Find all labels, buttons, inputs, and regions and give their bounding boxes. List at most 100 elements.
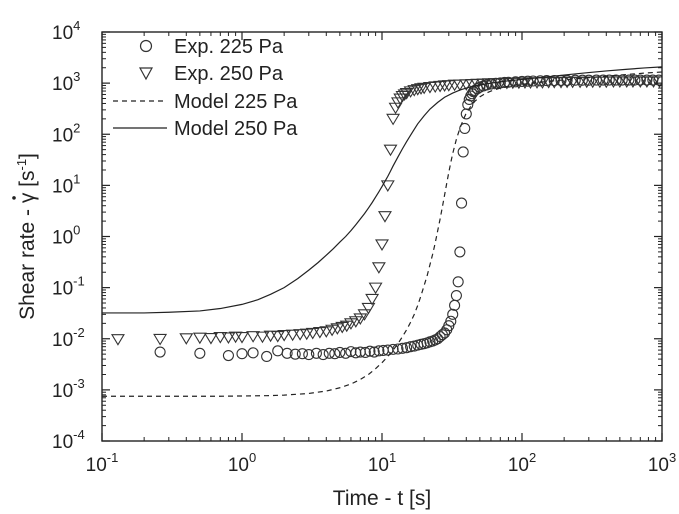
data-point [235, 331, 249, 344]
series-4 [102, 66, 662, 314]
data-point [569, 74, 581, 86]
data-point [368, 282, 383, 295]
data-point [334, 346, 346, 358]
data-point [457, 146, 469, 158]
data-point [247, 347, 259, 359]
data-point [153, 333, 168, 346]
data-point [368, 346, 380, 358]
y-tick-label: 103 [52, 69, 80, 95]
data-point [299, 328, 314, 341]
data-point [629, 74, 641, 86]
x-tick-label: 101 [368, 450, 396, 476]
data-point [373, 345, 385, 357]
data-point [281, 347, 293, 359]
data-point [452, 276, 464, 288]
svg-text:Shear rate - γ [s-1]: Shear rate - γ [s-1] [14, 153, 39, 320]
data-point [493, 78, 508, 90]
legend-label-model250: Model 250 Pa [174, 118, 298, 140]
data-point [547, 76, 562, 89]
data-point [399, 87, 414, 100]
data-point [263, 330, 278, 343]
data-point [414, 83, 428, 95]
data-point [194, 347, 206, 359]
data-point [305, 327, 320, 340]
y-tick-label: 10-2 [52, 325, 85, 351]
data-point [371, 262, 386, 274]
y-tick-label: 10-4 [52, 427, 85, 453]
data-point [585, 76, 600, 89]
data-point [454, 246, 466, 258]
data-point [335, 321, 350, 334]
data-point [449, 299, 461, 311]
data-point [222, 349, 234, 362]
data-point [285, 329, 300, 342]
series-line [102, 66, 662, 314]
data-point [357, 309, 372, 321]
y-tick-label: 10-1 [52, 274, 85, 300]
data-point [410, 84, 425, 96]
data-point [310, 347, 322, 359]
data-point [192, 332, 207, 345]
data-point [312, 327, 327, 339]
data-point [597, 74, 609, 86]
data-point [365, 293, 380, 306]
data-point [293, 329, 308, 341]
data-point [407, 85, 422, 97]
y-tick-label: 104 [52, 18, 80, 44]
gamma-dot-mark [12, 196, 16, 200]
x-axis-title: Time - t [s] [333, 487, 431, 510]
data-point [261, 350, 273, 363]
data-point [599, 76, 614, 89]
data-point [329, 348, 341, 360]
data-point [323, 347, 335, 359]
data-point [403, 86, 418, 98]
data-point [236, 348, 248, 360]
y-tick-label: 101 [52, 171, 80, 197]
y-tick-label: 10-3 [52, 376, 85, 402]
data-point [377, 211, 392, 223]
legend-label-exp250: Exp. 250 Pa [174, 63, 284, 85]
series-layer [102, 66, 662, 397]
data-point [396, 342, 409, 354]
data-point [405, 341, 417, 353]
legend-marker-exp250 [138, 67, 154, 81]
x-tick-label: 10-1 [86, 450, 119, 476]
data-point [289, 348, 301, 360]
x-tick-label: 103 [648, 450, 676, 476]
data-point [375, 239, 389, 251]
data-point [455, 197, 468, 209]
data-point [393, 93, 408, 106]
data-point [397, 89, 412, 102]
data-point [641, 74, 653, 86]
data-point [359, 346, 371, 358]
data-point [255, 331, 270, 344]
data-point [612, 76, 627, 88]
data-point [401, 342, 413, 354]
data-point [203, 333, 218, 345]
data-point [383, 144, 398, 157]
series-2 [110, 76, 662, 346]
legend-label-model225: Model 225 Pa [174, 91, 298, 113]
data-point [296, 348, 308, 360]
series-line [102, 71, 662, 397]
data-point [573, 76, 588, 89]
data-point [277, 330, 292, 342]
data-point [392, 343, 404, 355]
data-point [272, 345, 284, 357]
data-point [447, 308, 459, 320]
data-point [634, 74, 646, 86]
legend: Exp. 225 Pa Exp. 250 Pa Model 225 Pa Mod… [113, 36, 298, 140]
data-point [317, 349, 329, 361]
x-tick-label: 102 [508, 450, 536, 476]
data-point [445, 315, 457, 327]
x-tick-label: 100 [228, 450, 256, 476]
data-point [386, 113, 401, 126]
tick-labels: 10-1 100 101 102 103 10-4 10-3 10-2 10-1 100 101 10… [52, 18, 676, 476]
data-point [110, 334, 125, 346]
data-point [459, 122, 471, 134]
ticks-layer [101, 31, 663, 442]
data-point [441, 80, 456, 92]
data-point [179, 333, 194, 345]
data-point [154, 346, 166, 358]
